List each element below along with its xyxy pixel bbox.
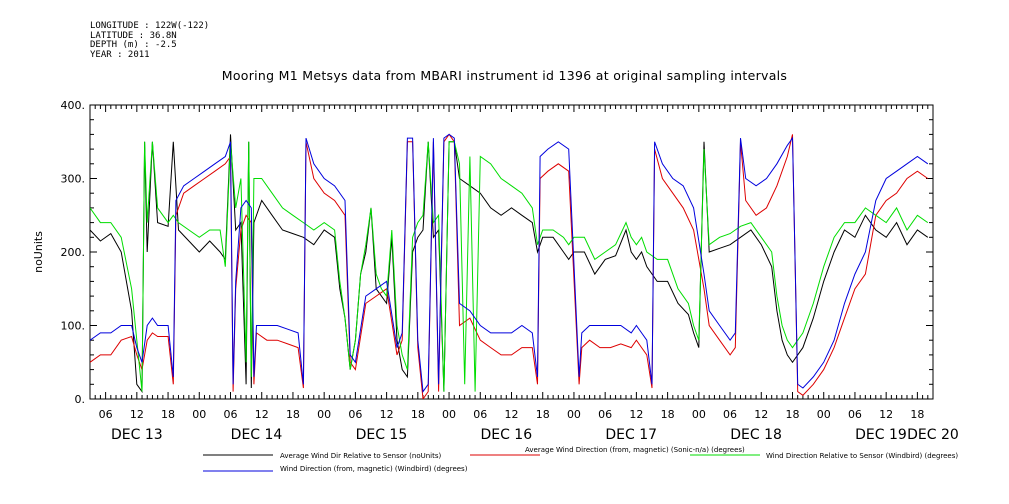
x-tick-label: 00 bbox=[567, 408, 581, 421]
x-tick-label: 00 bbox=[192, 408, 206, 421]
y-tick-label: 400. bbox=[61, 99, 86, 112]
x-tick-label: 00 bbox=[442, 408, 456, 421]
series-line-3 bbox=[90, 141, 929, 392]
legend-label-2: Average Wind Direction (from, magnetic) … bbox=[525, 446, 745, 454]
legend-label-4: Wind Direction (from, magnetic) (Windbir… bbox=[280, 465, 468, 473]
y-tick-label: 0. bbox=[75, 393, 86, 406]
y-tick-label: 300. bbox=[61, 173, 86, 186]
x-tick-label: 00 bbox=[817, 408, 831, 421]
x-tick-label: 18 bbox=[536, 408, 550, 421]
x-tick-label: 06 bbox=[723, 408, 737, 421]
year-text: YEAR : 2011 bbox=[90, 49, 150, 60]
x-day-label: DEC 18 bbox=[730, 427, 782, 443]
x-tick-label: 18 bbox=[161, 408, 175, 421]
x-day-label: DEC 14 bbox=[231, 427, 283, 443]
x-tick-label: 06 bbox=[99, 408, 113, 421]
x-tick-label: 12 bbox=[380, 408, 394, 421]
chart-title: Mooring M1 Metsys data from MBARI instru… bbox=[221, 68, 788, 83]
x-day-label: DEC 13 bbox=[111, 427, 163, 443]
legend: Average Wind Dir Relative to Sensor (noU… bbox=[203, 446, 958, 473]
x-tick-label: 06 bbox=[473, 408, 487, 421]
x-tick-label: 18 bbox=[910, 408, 924, 421]
x-tick-label: 12 bbox=[505, 408, 519, 421]
longitude-text: LONGITUDE : 122W(-122) bbox=[90, 21, 210, 31]
x-tick-label: 06 bbox=[224, 408, 238, 421]
x-tick-label: 18 bbox=[286, 408, 300, 421]
legend-label-3: Wind Direction Relative to Sensor (Windb… bbox=[766, 452, 958, 460]
x-day-label: DEC 19 bbox=[855, 427, 907, 443]
x-tick-label: 18 bbox=[411, 408, 425, 421]
x-day-label: DEC 15 bbox=[356, 427, 408, 443]
x-tick-label: 06 bbox=[848, 408, 862, 421]
x-tick-label: 00 bbox=[692, 408, 706, 421]
y-axis: 0. 100. 200. 300. 400. bbox=[61, 99, 933, 406]
series-line-2 bbox=[90, 133, 929, 399]
x-tick-label: 18 bbox=[661, 408, 675, 421]
x-tick-label: 12 bbox=[255, 408, 269, 421]
x-tick-label: 12 bbox=[754, 408, 768, 421]
x-tick-label: 12 bbox=[629, 408, 643, 421]
x-tick-label: 12 bbox=[879, 408, 893, 421]
y-tick-label: 100. bbox=[61, 320, 86, 333]
y-tick-label: 200. bbox=[61, 246, 86, 259]
x-tick-label: 00 bbox=[317, 408, 331, 421]
x-tick-label: 06 bbox=[348, 408, 362, 421]
series-line-1 bbox=[90, 134, 929, 394]
legend-label-1: Average Wind Dir Relative to Sensor (noU… bbox=[280, 452, 441, 460]
x-day-label: DEC 17 bbox=[605, 427, 657, 443]
x-axis: 06 12 18 00 06 12 18 00 06 12 18 00 06 12 18 00 06 12 18 00… bbox=[89, 105, 959, 443]
series-line-4 bbox=[90, 133, 929, 393]
x-tick-label: 18 bbox=[786, 408, 800, 421]
x-tick-label: 12 bbox=[130, 408, 144, 421]
x-tick-label: 06 bbox=[598, 408, 612, 421]
depth-text: DEPTH (m) : -2.5 bbox=[90, 40, 177, 50]
x-day-label: DEC 20 bbox=[907, 427, 959, 443]
x-day-label: DEC 16 bbox=[480, 427, 532, 443]
series-layer bbox=[90, 133, 929, 399]
latitude-text: LATITUDE : 36.8N bbox=[90, 30, 177, 41]
y-axis-label: noUnits bbox=[32, 231, 45, 273]
metadata-block: LONGITUDE : 122W(-122) LATITUDE : 36.8N … bbox=[90, 21, 210, 60]
